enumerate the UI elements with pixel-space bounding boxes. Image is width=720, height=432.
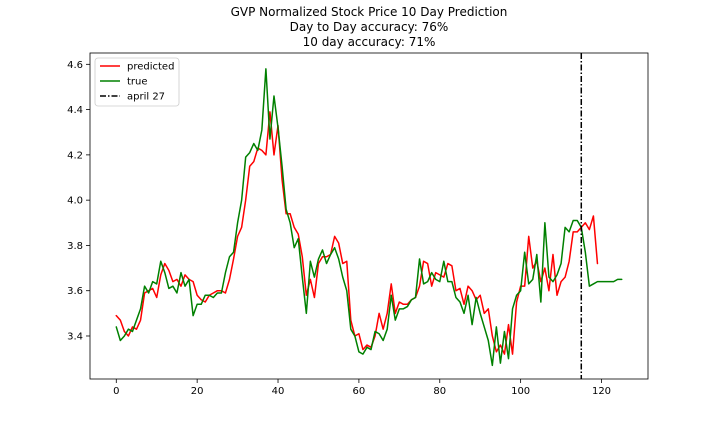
chart-title-line-1: GVP Normalized Stock Price 10 Day Predic… (231, 5, 508, 19)
plot-area (115, 68, 623, 367)
x-tick-label: 40 (272, 386, 285, 397)
y-tick-label: 4.2 (67, 150, 83, 161)
legend-label-true: true (127, 77, 148, 88)
legend-box (94, 57, 180, 107)
axes-frame (89, 52, 649, 380)
legend-label-april-27: april 27 (127, 92, 165, 103)
x-tick-label: 120 (592, 386, 611, 397)
series-layer (115, 68, 623, 367)
x-tick-label: 100 (511, 386, 530, 397)
y-tick-label: 4.0 (67, 196, 83, 207)
chart-title-line-3: 10 day accuracy: 71% (303, 35, 436, 49)
y-tick-label: 3.6 (67, 286, 83, 297)
legend: predicted true april 27 (94, 57, 180, 107)
x-tick-label: 80 (433, 386, 446, 397)
y-tick-label: 4.6 (67, 60, 83, 71)
x-axis: 0 20 40 60 80 100 120 (113, 379, 611, 397)
series-line-predicted (115, 111, 599, 355)
y-tick-label: 3.4 (67, 331, 83, 342)
y-tick-label: 4.4 (67, 105, 83, 116)
x-tick-label: 20 (191, 386, 204, 397)
chart-title-line-2: Day to Day accuracy: 76% (290, 20, 449, 34)
series-line-true (115, 68, 623, 367)
y-tick-label: 3.8 (67, 241, 83, 252)
legend-label-predicted: predicted (127, 62, 174, 73)
y-axis: 3.4 3.6 3.8 4.0 4.2 4.4 4.6 (67, 60, 90, 342)
x-tick-label: 0 (113, 386, 119, 397)
x-tick-label: 60 (353, 386, 366, 397)
